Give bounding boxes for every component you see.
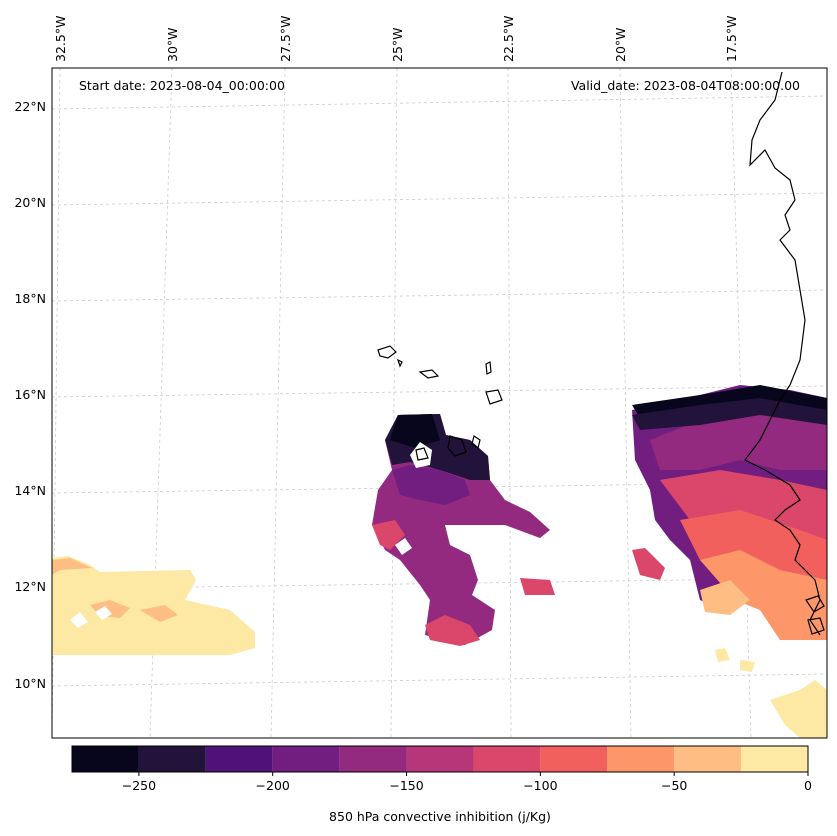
colorbar-segment <box>540 746 608 772</box>
colorbar <box>71 745 809 773</box>
map-border <box>51 67 828 739</box>
colorbar-segment <box>674 746 742 772</box>
lon-label: 27.5°W <box>278 16 293 62</box>
lon-label: 17.5°W <box>724 16 739 62</box>
lat-label: 14°N <box>14 483 46 498</box>
colorbar-segment <box>406 746 474 772</box>
colorbar-segment <box>72 746 139 772</box>
lat-label: 22°N <box>14 99 46 114</box>
colorbar-tick-label: 0 <box>804 778 812 793</box>
colorbar-segment <box>138 746 206 772</box>
colorbar-segment <box>607 746 675 772</box>
lat-label: 18°N <box>14 291 46 306</box>
colorbar-segment <box>205 746 273 772</box>
cin-field-west <box>52 556 255 655</box>
longitude-labels: 32.5°W 30°W 27.5°W 25°W 22.5°W 20°W 17.5… <box>53 16 739 62</box>
colorbar-tick-label: −250 <box>122 778 156 793</box>
colorbar-label: 850 hPa convective inhibition (j/Kg) <box>329 809 551 824</box>
lat-label: 12°N <box>14 579 46 594</box>
valid-date-annotation: Valid_date: 2023-08-04T08:00:00.00 <box>571 78 800 93</box>
colorbar-tick-label: −100 <box>523 778 557 793</box>
colorbar-segment <box>741 746 808 772</box>
colorbar-segment <box>272 746 340 772</box>
lat-label: 20°N <box>14 195 46 210</box>
lon-label: 32.5°W <box>53 16 68 62</box>
colorbar-border <box>71 745 809 773</box>
colorbar-ticks: −250 −200 −150 −100 −50 0 <box>122 772 812 793</box>
lon-label: 30°W <box>165 27 180 62</box>
colorbar-segment <box>339 746 407 772</box>
coastlines <box>377 71 825 636</box>
lat-label: 16°N <box>14 387 46 402</box>
latitude-labels: 22°N 20°N 18°N 16°N 14°N 12°N 10°N <box>14 99 46 691</box>
lat-label: 10°N <box>14 676 46 691</box>
colorbar-tick-label: −200 <box>256 778 290 793</box>
start-date-annotation: Start date: 2023-08-04_00:00:00 <box>79 78 285 93</box>
cin-field-central <box>372 414 555 646</box>
colorbar-tick-label: −50 <box>661 778 687 793</box>
colorbar-segment <box>473 746 541 772</box>
lon-label: 20°W <box>613 27 628 62</box>
cin-field-east <box>632 385 827 738</box>
colorbar-tick-label: −150 <box>389 778 423 793</box>
lon-label: 25°W <box>390 27 405 62</box>
lon-label: 22.5°W <box>501 16 516 62</box>
